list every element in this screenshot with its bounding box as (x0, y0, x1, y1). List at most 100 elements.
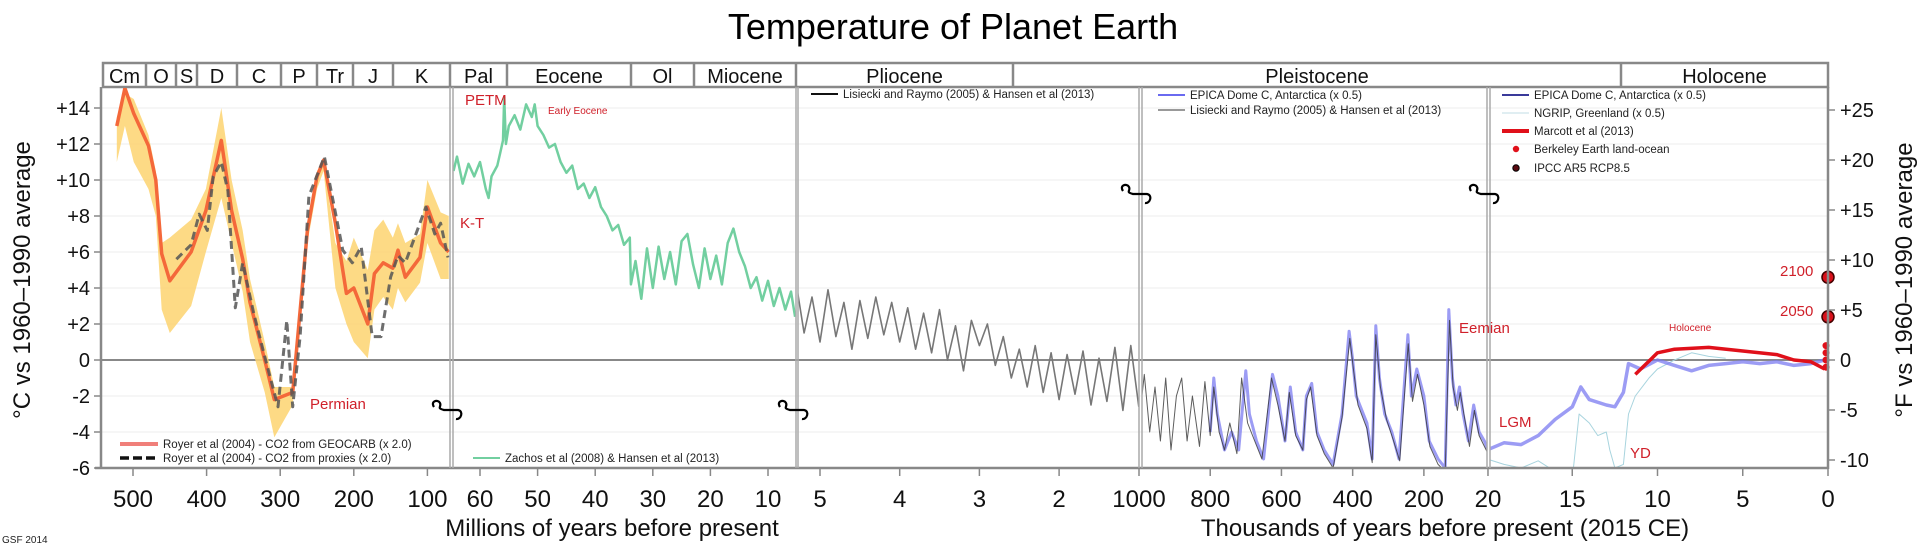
series-layer (115, 88, 1835, 468)
x-tick-label: 300 (260, 486, 300, 513)
x-tick-label: 15 (1559, 486, 1586, 513)
x-tick-label: 400 (1333, 486, 1373, 513)
axis-break-icon (1120, 183, 1152, 205)
series-epica-holocene (1490, 358, 1826, 451)
y-tick-label-right: +20 (1840, 150, 1874, 172)
period-label-d: D (210, 66, 224, 88)
period-label-pal: Pal (464, 66, 493, 88)
y-tick-label-left: +2 (67, 314, 90, 336)
legend-item: Marcott et al (2013) (1502, 126, 1634, 138)
x-tick-label: 600 (1261, 486, 1301, 513)
legend-item: Lisiecki and Raymo (2005) & Hansen et al… (1158, 105, 1441, 117)
legend-item: Royer et al (2004) - CO2 from proxies (x… (120, 453, 391, 465)
y-tick-label-right: +5 (1840, 300, 1863, 322)
period-label-ol: Ol (653, 66, 673, 88)
legend-label: IPCC AR5 RCP8.5 (1534, 163, 1630, 175)
legends: Royer et al (2004) - CO2 from GEOCARB (x… (120, 89, 1706, 465)
series-geocarb (115, 88, 450, 402)
legend-label: Zachos et al (2008) & Hansen et al (2013… (505, 453, 719, 465)
x-tick-label: 20 (1475, 486, 1502, 513)
axes: +14+12+10+8+6+4+20-2-4-6+25+20+15+10+50-… (56, 87, 1874, 513)
period-label-k: K (415, 66, 429, 88)
legend-label: EPICA Dome C, Antarctica (x 0.5) (1534, 90, 1706, 102)
chart-title: Temperature of Planet Earth (728, 6, 1178, 47)
legend-item: NGRIP, Greenland (x 0.5) (1502, 108, 1665, 120)
annotation-2050: 2050 (1780, 303, 1813, 320)
period-label-s: S (180, 66, 193, 88)
series-zachos (453, 95, 796, 318)
period-label-o: O (153, 66, 169, 88)
series-lisiecki (798, 288, 1139, 412)
x-tick-label: 0 (1821, 486, 1834, 513)
legend-marker (1512, 145, 1520, 153)
legend-label: NGRIP, Greenland (x 0.5) (1534, 108, 1665, 120)
x-axis-label-millions: Millions of years before present (445, 515, 779, 542)
x-axis-label-thousands: Thousands of years before present (2015 … (1201, 515, 1689, 542)
legend-marker (1512, 164, 1520, 172)
annotation-lgm: LGM (1499, 414, 1532, 431)
x-tick-label: 500 (113, 486, 153, 513)
y-tick-label-left: -4 (72, 422, 90, 444)
period-label-cm: Cm (109, 66, 140, 88)
y-tick-label-left: -6 (72, 458, 90, 480)
legend-item: Zachos et al (2008) & Hansen et al (2013… (473, 453, 719, 465)
period-label-p: P (292, 66, 305, 88)
period-label-c: C (252, 66, 266, 88)
axis-break-icon (431, 399, 463, 421)
period-label-tr: Tr (326, 66, 344, 88)
y-tick-label-left: +4 (67, 278, 90, 300)
x-tick-label: 5 (813, 486, 826, 513)
period-label-pliocene: Pliocene (866, 66, 943, 88)
axis-break-icon (1468, 183, 1500, 205)
annotation-2100: 2100 (1780, 263, 1813, 280)
series-marcott (1634, 345, 1826, 376)
period-label-miocene: Miocene (707, 66, 783, 88)
annotation-permian: Permian (310, 396, 366, 413)
series-lisiecki-pleistocene (1142, 319, 1487, 468)
annotation-holocene: Holocene (1669, 323, 1712, 334)
x-tick-label: 20 (697, 486, 724, 513)
x-tick-label: 10 (1644, 486, 1671, 513)
uncertainty-band-layer (116, 93, 449, 438)
y-tick-label-left: +6 (67, 242, 90, 264)
y-tick-label-right: +10 (1840, 250, 1874, 272)
legend-label: Lisiecki and Raymo (2005) & Hansen et al… (843, 89, 1094, 101)
x-tick-label: 40 (582, 486, 609, 513)
y-axis-label-right: °F vs 1960–1990 average (1891, 142, 1918, 417)
legend-item: EPICA Dome C, Antarctica (x 0.5) (1502, 90, 1706, 102)
annotation-yd: YD (1630, 445, 1651, 462)
legend-label: Berkeley Earth land-ocean (1534, 144, 1670, 156)
x-tick-label: 30 (639, 486, 666, 513)
x-tick-label: 50 (524, 486, 551, 513)
y-tick-label-right: 0 (1840, 350, 1851, 372)
annotation-eemian: Eemian (1459, 320, 1510, 337)
x-tick-label: 2 (1052, 486, 1065, 513)
y-tick-label-right: -5 (1840, 400, 1858, 422)
y-tick-label-left: +10 (56, 170, 90, 192)
y-tick-label-right: -10 (1840, 450, 1869, 472)
x-tick-label: 100 (407, 486, 447, 513)
legend-item: Berkeley Earth land-ocean (1512, 144, 1670, 156)
legend-label: EPICA Dome C, Antarctica (x 0.5) (1190, 90, 1362, 102)
x-tick-label: 200 (334, 486, 374, 513)
legend-item: Royer et al (2004) - CO2 from GEOCARB (x… (120, 439, 412, 451)
y-tick-label-left: 0 (79, 350, 90, 372)
period-label-eocene: Eocene (535, 66, 603, 88)
x-tick-label: 1000 (1112, 486, 1165, 513)
x-tick-label: 3 (973, 486, 986, 513)
period-label-holocene: Holocene (1682, 66, 1767, 88)
legend-item: EPICA Dome C, Antarctica (x 0.5) (1158, 90, 1362, 102)
y-tick-label-left: -2 (72, 386, 90, 408)
x-tick-label: 4 (893, 486, 906, 513)
period-label-pleistocene: Pleistocene (1265, 66, 1368, 88)
y-tick-label-left: +12 (56, 134, 90, 156)
y-tick-label-left: +8 (67, 206, 90, 228)
legend-item: Lisiecki and Raymo (2005) & Hansen et al… (811, 89, 1094, 101)
legend-label: Royer et al (2004) - CO2 from proxies (x… (163, 453, 391, 465)
annotation-early-eocene: Early Eocene (548, 106, 608, 117)
axis-break-icon (777, 399, 809, 421)
x-tick-label: 60 (467, 486, 494, 513)
x-tick-label: 5 (1736, 486, 1749, 513)
annotation-kt: K-T (460, 215, 484, 232)
